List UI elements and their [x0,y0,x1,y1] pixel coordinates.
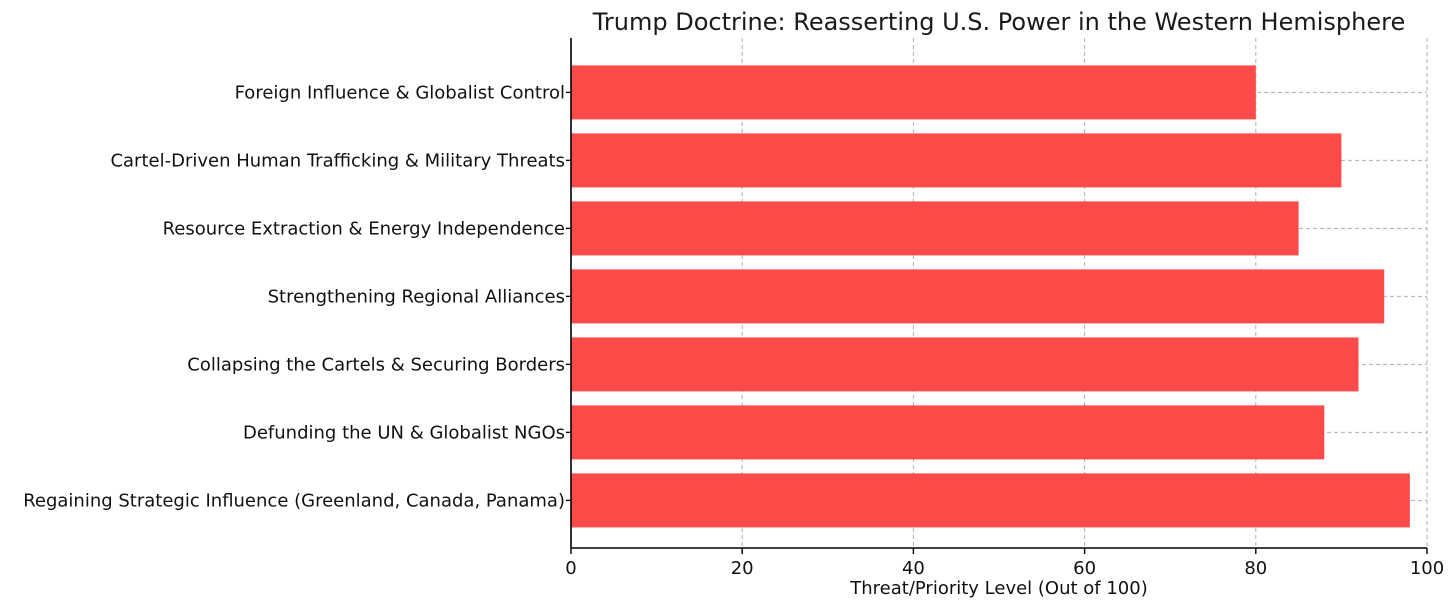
x-tick-label: 80 [1244,558,1267,579]
bar [571,201,1299,256]
x-tick-label: 60 [1073,558,1096,579]
labels-layer: 0 20 40 60 80 100 Regaining Strategic Influenc… [23,82,1444,579]
bar [571,473,1410,528]
axes-layer [566,38,1428,554]
bars-layer [571,65,1410,528]
category-label: Strengthening Regional Alliances [268,286,565,307]
category-label: Cartel-Driven Human Trafficking & Milita… [110,150,565,171]
bar [571,269,1385,324]
category-label: Regaining Strategic Influence (Greenland… [23,490,565,511]
x-axis-label: Threat/Priority Level (Out of 100) [849,578,1147,599]
x-tick-label: 100 [1410,558,1444,579]
x-tick-label: 0 [565,558,576,579]
bar [571,337,1359,392]
category-label: Collapsing the Cartels & Securing Border… [187,354,565,375]
category-label: Defunding the UN & Globalist NGOs [243,422,565,443]
category-label: Resource Extraction & Energy Independenc… [163,218,565,239]
bar [571,133,1342,188]
x-tick-label: 20 [731,558,754,579]
category-label: Foreign Influence & Globalist Control [235,82,565,103]
chart-title: Trump Doctrine: Reasserting U.S. Power i… [592,8,1405,36]
x-tick-label: 40 [902,558,925,579]
bar [571,405,1325,460]
bar [571,65,1256,120]
